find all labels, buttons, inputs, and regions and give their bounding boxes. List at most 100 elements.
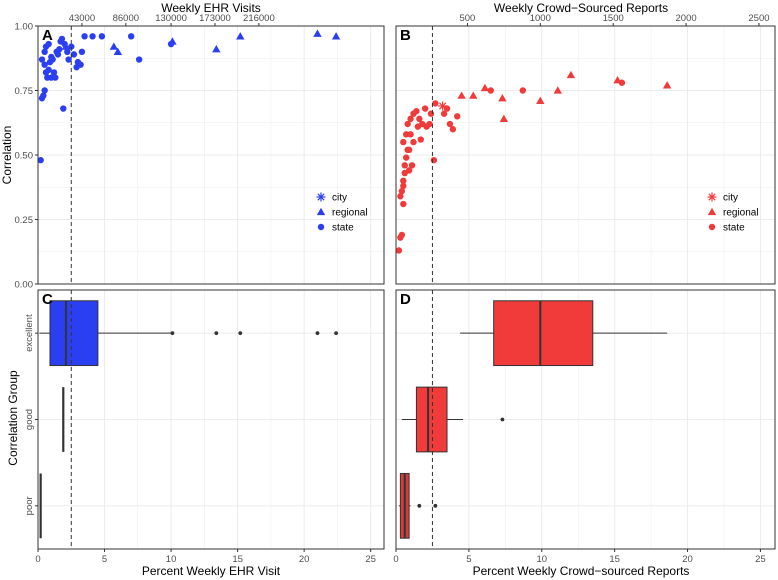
panel-c-y-tick-label-excellent: excellent [24, 314, 35, 352]
panel-c-x-tick-label: 20 [299, 554, 310, 565]
panel-d-x-tick-label: 15 [609, 554, 620, 565]
plot-layer: city regional state city regional state A B C D 43… [15, 13, 776, 565]
asterisk-stroke [439, 102, 447, 110]
panel-a-y-tick-label: 0.00 [15, 280, 34, 291]
panel-b-point-state [426, 120, 433, 128]
panel-a-point-state [40, 92, 47, 99]
panel-b-point-state [400, 138, 407, 146]
panel-a-point-state [56, 46, 63, 53]
panel-c-outlier-excellent [170, 331, 175, 336]
panel-b-point-state [398, 187, 406, 195]
panel-a-point-state [64, 48, 71, 55]
panel-a-point-state [60, 105, 67, 112]
panel-c-y-tick-label-good: good [24, 409, 35, 430]
panel-b-point-regional [536, 96, 545, 104]
panel-b-point-regional [613, 75, 622, 84]
panel-c-x-tick-label: 15 [232, 554, 243, 565]
panel-a-top-tick-label: 43000 [69, 13, 95, 24]
panel-b-point-state [417, 136, 424, 143]
panel-b-point-state [403, 154, 410, 161]
panel-b-point-state [398, 231, 406, 239]
panel-c-y-tick-label-poor: poor [24, 496, 35, 515]
panel-a-y-tick-label: 0.25 [15, 215, 34, 226]
panel-b-point-state [487, 87, 494, 94]
panel-c-outlier-excellent [238, 331, 243, 336]
panel-b-top-tick-label: 2500 [748, 13, 769, 24]
panel-c-outlier-excellent [315, 331, 320, 336]
panel-b-point-state [446, 120, 454, 128]
panel-b-point-regional [499, 114, 509, 123]
panel-a-point-state [38, 56, 46, 63]
panel-a-y-tick-label: 0.50 [15, 151, 34, 162]
panel-a-y-tick-label: 0.75 [15, 86, 34, 97]
panel-b-top-tick-label: 1500 [603, 13, 624, 24]
panel-b-point-state [405, 146, 413, 154]
panel-b-point-state [404, 120, 411, 128]
panel-a-point-regional [61, 42, 71, 50]
panel-d-outlier-poor [433, 503, 438, 508]
panel-b-point-regional [480, 83, 490, 92]
panel-b-point-state [421, 105, 429, 112]
panel-d-x-tick-label: 25 [755, 554, 766, 565]
panel-a-point-state [58, 35, 66, 43]
panel-a-point-regional [331, 32, 341, 40]
panel-d-box-excellent [493, 300, 594, 367]
panel-b-point-state [427, 110, 435, 117]
panel-b-point-state [454, 113, 461, 120]
panel-d-x-axis-title: Percent Weekly Crowd−sourced Reports [473, 564, 690, 578]
panel-a-point-state [78, 48, 86, 55]
panel-a-y-tick-label: 1.00 [15, 22, 34, 33]
panel-b-legend-label-regional: regional [723, 208, 759, 219]
panel-a-top-tick-label: 173000 [199, 13, 231, 24]
panel-a-point-state [50, 69, 58, 76]
panel-d-x-tick-label: 10 [536, 554, 547, 565]
panel-a-point-state [89, 33, 96, 40]
panel-c-label: C [42, 291, 53, 308]
panel-b-point-regional [469, 91, 478, 99]
panel-c-box-excellent [49, 300, 99, 367]
panel-a-legend-label-city: city [332, 193, 347, 204]
panel-c-x-tick-label: 25 [365, 554, 376, 565]
panel-a-point-state [127, 33, 135, 40]
panel-a-point-state [65, 56, 72, 63]
panel-d-x-tick-label: 0 [393, 554, 398, 565]
panel-d-label: D [400, 291, 411, 308]
panel-b-point-state [403, 131, 410, 138]
panel-b-point-state [400, 200, 407, 208]
panel-b-top-axis-title: Weekly Crowd−Sourced Reports [494, 1, 668, 15]
panel-b-point-state [410, 138, 417, 146]
panel-b-point-state [416, 115, 423, 123]
panel-a-legend-key-city [316, 192, 326, 202]
panel-b-point-state [407, 131, 414, 138]
panel-a-label: A [42, 27, 53, 44]
panel-a-top-axis-title: Weekly EHR Visits [161, 1, 261, 15]
panel-a-point-state [54, 51, 62, 58]
panel-d-border [395, 289, 776, 550]
panel-b-legend-label-city: city [723, 193, 738, 204]
panel-b-point-state [401, 162, 408, 169]
panel-a-legend-key-regional [316, 207, 326, 216]
panel-a-legend-label-state: state [332, 223, 354, 234]
panel-a-top-tick-label: 130000 [155, 13, 187, 24]
panel-b-top-tick-label: 500 [459, 13, 475, 24]
panel-b-point-state [405, 167, 413, 174]
panel-a-point-regional [236, 32, 245, 40]
panel-c-x-tick-label: 5 [102, 554, 107, 565]
asterisk-stroke [708, 193, 716, 201]
panel-d-box-good [415, 386, 448, 453]
panel-b-point-state [449, 126, 457, 133]
panel-a-point-state [41, 48, 48, 55]
panel-b-point-regional [553, 86, 563, 94]
panel-d-outlier-poor [417, 503, 422, 508]
panel-d-x-tick-label: 5 [466, 554, 471, 565]
panel-c-x-axis-title: Percent Weekly EHR Visit [142, 564, 281, 578]
panel-a-point-regional [313, 29, 322, 37]
panel-d-outlier-good [500, 417, 505, 422]
panel-c-x-tick-label: 10 [166, 554, 177, 565]
panel-b-border [395, 25, 776, 285]
panel-b-point-regional [498, 94, 507, 102]
panel-b-point-state [395, 247, 403, 254]
panel-a-point-state [37, 156, 44, 164]
panel-b-point-state [430, 156, 438, 164]
panel-b-point-regional [457, 91, 466, 99]
